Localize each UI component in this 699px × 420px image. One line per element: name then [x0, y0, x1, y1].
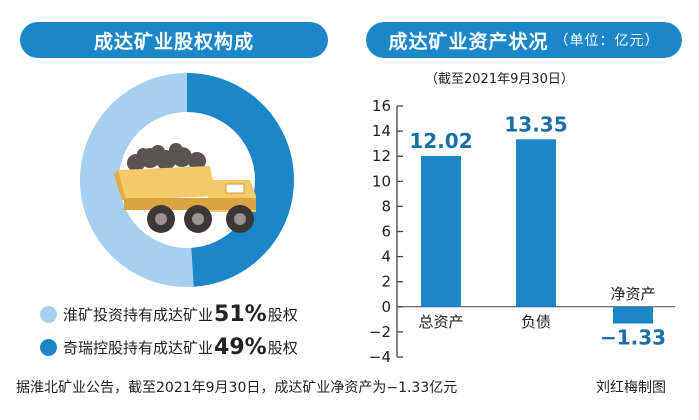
truck-bed-side	[114, 170, 126, 200]
bar-2	[613, 306, 653, 324]
legend-suffix-huaikuang: 股权	[267, 306, 298, 324]
legend-huaikuang: 淮矿投资持有成达矿业 51% 股权	[40, 302, 298, 327]
assets-bar-chart: 16 14 12 10 8 6 4 2 0 −2 −4 12.02 总资产 13.35 负债 −1.33 净资产	[369, 97, 675, 366]
legend-suffix-chery: 股权	[267, 339, 298, 357]
coal-pile-icon	[127, 143, 206, 172]
y-tick-label: 8	[381, 197, 391, 215]
y-tick-label: 4	[381, 248, 391, 266]
ownership-donut	[79, 73, 294, 288]
ownership-title: 成达矿业股权构成	[20, 22, 328, 58]
assets-title: 成达矿业资产状况 （单位：亿元）	[366, 22, 682, 58]
date-note: （截至2021年9月30日）	[425, 72, 574, 87]
legend-percent-chery: 49%	[214, 335, 267, 360]
legend-chery: 奇瑞控股持有成达矿业 49% 股权	[40, 335, 298, 360]
category-label: 净资产	[610, 285, 655, 303]
bar-value-label: 12.02	[409, 129, 472, 153]
legend-text-chery: 奇瑞控股持有成达矿业	[63, 339, 214, 357]
y-tick-label: 2	[381, 273, 391, 291]
bar-value-label: −1.33	[600, 325, 666, 349]
donut-slice-0	[79, 73, 194, 288]
assets-title-text: 成达矿业资产状况	[388, 30, 549, 53]
assets-unit: （单位：亿元）	[554, 33, 660, 49]
y-tick-label: 0	[381, 298, 391, 316]
y-tick-label: −2	[369, 323, 391, 341]
bar-value-label: 13.35	[504, 112, 567, 136]
y-tick-label: −4	[369, 348, 391, 366]
donut-slice-1	[187, 73, 294, 287]
legend-text-huaikuang: 淮矿投资持有成达矿业	[63, 306, 214, 324]
y-tick-label: 14	[372, 122, 391, 140]
y-tick-label: 12	[372, 147, 391, 165]
truck-bed	[118, 166, 216, 200]
truck-window	[225, 183, 245, 194]
credit: 刘红梅制图	[596, 380, 666, 396]
legend-swatch-chery	[40, 339, 57, 356]
legend-percent-huaikuang: 51%	[214, 302, 267, 327]
dump-truck-icon	[114, 143, 256, 233]
y-tick-label: 16	[372, 97, 391, 115]
ownership-title-text: 成达矿业股权构成	[93, 30, 254, 53]
source-note: 据淮北矿业公告，截至2021年9月30日，成达矿业净资产为−1.33亿元	[16, 380, 458, 396]
category-label: 总资产	[418, 313, 463, 331]
truck-wheels	[147, 205, 254, 233]
bar-1	[516, 139, 556, 307]
category-label: 负债	[521, 313, 551, 331]
y-tick-label: 10	[372, 172, 391, 190]
bar-0	[421, 155, 461, 307]
y-tick-label: 6	[381, 223, 391, 241]
legend-swatch-huaikuang	[40, 306, 57, 323]
